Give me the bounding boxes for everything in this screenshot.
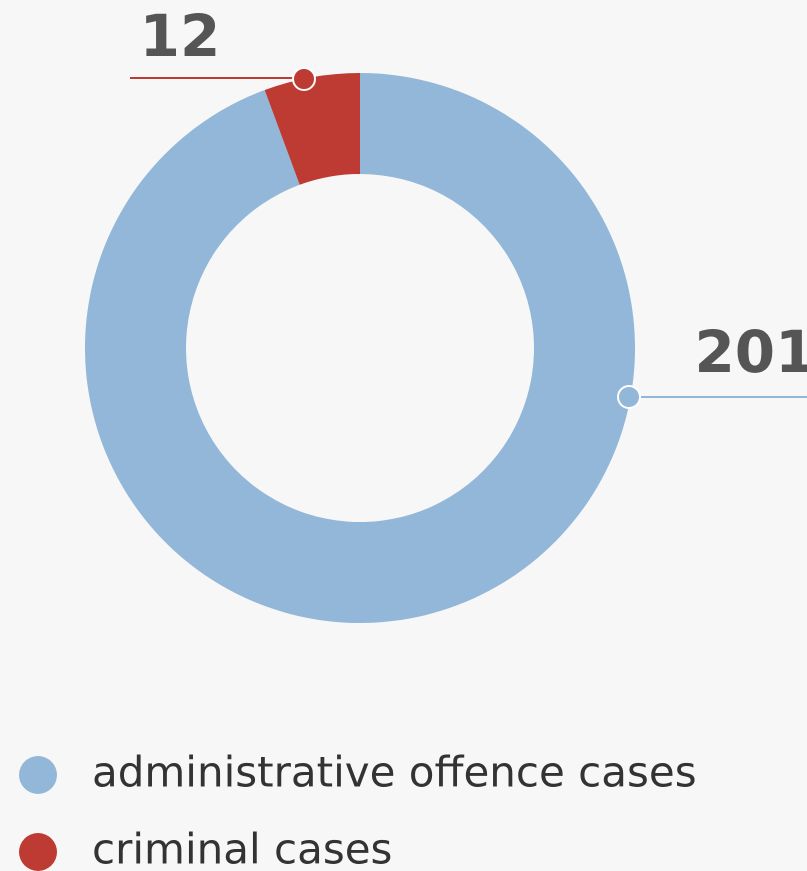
donut-segment (264, 73, 360, 185)
data-label: 201 (694, 318, 807, 386)
data-label: 12 (140, 2, 221, 70)
callout-dot (617, 385, 641, 409)
legend-label: criminal cases (92, 825, 392, 871)
legend-swatch (19, 756, 57, 794)
callout-dot (292, 67, 316, 91)
legend-label: administrative offence cases (92, 748, 697, 797)
donut-segment (84, 73, 635, 623)
legend-swatch (19, 833, 57, 871)
